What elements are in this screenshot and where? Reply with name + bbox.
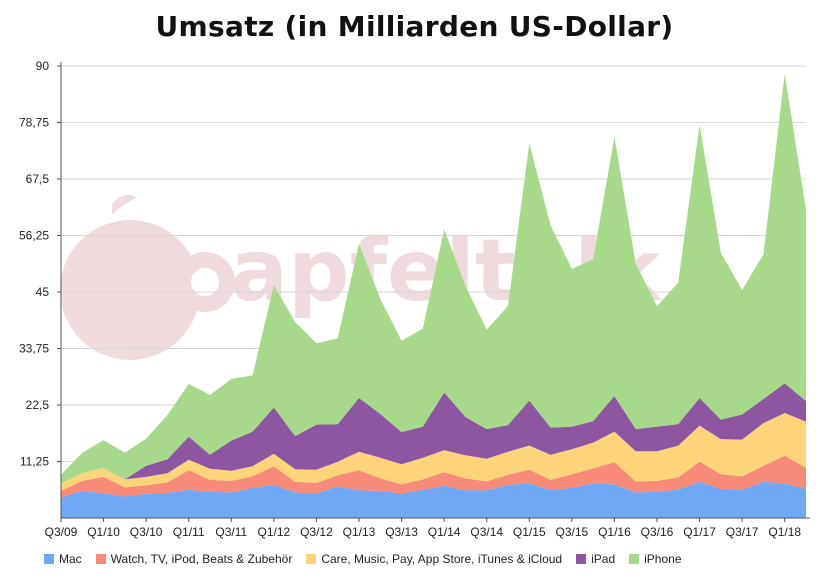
x-tick-label: Q3/13: [385, 525, 418, 539]
x-tick-label: Q3/11: [215, 525, 247, 539]
legend-item-services: Care, Music, Pay, App Store, iTunes & iC…: [306, 552, 562, 566]
area-series-iphone: [61, 74, 806, 484]
x-tick-label: Q1/14: [428, 525, 461, 539]
y-tick-label: 56,25: [19, 229, 49, 243]
legend-swatch: [576, 554, 587, 564]
x-tick-label: Q1/17: [683, 525, 716, 539]
y-tick-label: 45: [36, 285, 50, 299]
legend: Mac Watch, TV, iPod, Beats & Zubehör Care…: [44, 552, 829, 566]
legend-item-iphone: iPhone: [629, 552, 682, 566]
legend-item-mac: Mac: [44, 552, 82, 566]
x-tick-label: Q3/17: [726, 525, 759, 539]
axes: [60, 62, 810, 519]
legend-item-watch: Watch, TV, iPod, Beats & Zubehör: [95, 552, 293, 566]
x-tick-label: Q3/09: [45, 525, 78, 539]
area-series-watch: [61, 455, 806, 498]
x-axis-ticks: Q3/09 Q1/10 Q3/10 Q1/11 Q3/11 Q1/12 Q3/12 Q1/13…: [45, 518, 801, 539]
y-tick-label: 33,75: [19, 342, 49, 356]
x-tick-label: Q3/14: [470, 525, 503, 539]
legend-swatch: [629, 554, 640, 564]
y-tick-label: 11,25: [20, 455, 49, 469]
x-tick-label: Q1/11: [173, 525, 205, 539]
x-tick-label: Q3/15: [556, 525, 589, 539]
x-tick-label: Q1/13: [343, 525, 376, 539]
legend-swatch: [44, 554, 54, 564]
x-tick-label: Q1/12: [258, 525, 291, 539]
legend-swatch: [306, 554, 317, 564]
y-tick-label: 78,75: [19, 116, 49, 130]
legend-label: Mac: [59, 552, 82, 566]
x-tick-label: Q1/18: [768, 525, 801, 539]
y-axis-ticks: 11,25 22,5 33,75 45 56,25 67,5 78,75 90: [19, 59, 61, 469]
x-tick-label: Q1/16: [598, 525, 631, 539]
legend-label: iPhone: [644, 552, 682, 566]
y-tick-label: 67,5: [26, 172, 50, 186]
x-tick-label: Q3/10: [130, 525, 163, 539]
x-tick-label: Q1/15: [513, 525, 546, 539]
legend-swatch: [95, 554, 106, 564]
legend-label: iPad: [591, 552, 616, 566]
x-tick-label: Q3/12: [300, 525, 333, 539]
chart-title: Umsatz (in Milliarden US-Dollar): [155, 10, 674, 43]
legend-label: Care, Music, Pay, App Store, iTunes & iC…: [321, 552, 563, 566]
x-tick-label: Q1/10: [87, 525, 120, 539]
area-series-mac: [61, 481, 806, 518]
legend-label: Watch, TV, iPod, Beats & Zubehör: [110, 552, 293, 566]
y-tick-label: 90: [36, 59, 50, 73]
area-series: [61, 74, 806, 518]
area-series-services: [61, 413, 806, 491]
legend-item-ipad: iPad: [576, 552, 615, 566]
y-tick-label: 22,5: [26, 398, 50, 412]
area-series-ipad: [61, 383, 806, 484]
x-tick-label: Q3/16: [641, 525, 674, 539]
stacked-area-chart: apfeltalk 11,2522,533,754556,2567,578,75…: [19, 59, 810, 539]
